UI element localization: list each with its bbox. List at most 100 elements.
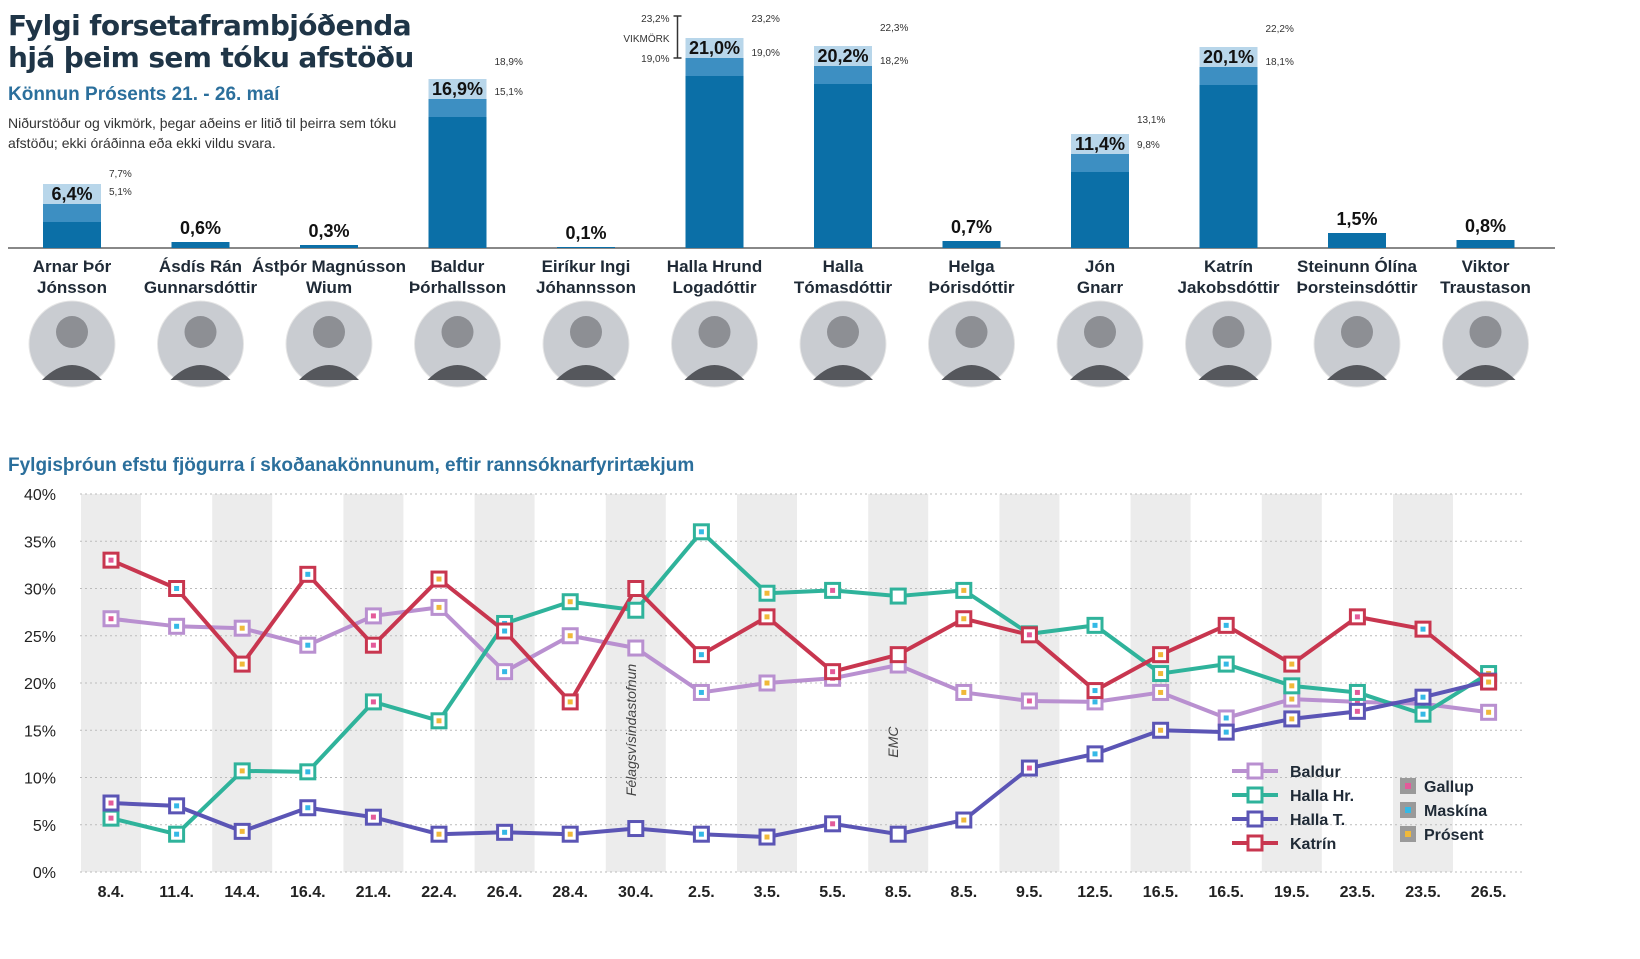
pollster-marker xyxy=(764,614,770,620)
pollster-marker xyxy=(1289,661,1295,667)
pollster-marker xyxy=(830,587,836,593)
pollster-marker xyxy=(108,616,114,622)
candidate-name: Katrín xyxy=(1204,257,1253,276)
candidate-name: Þórhallsson xyxy=(409,278,506,297)
pollster-marker xyxy=(1354,689,1360,695)
x-tick-label: 3.5. xyxy=(754,884,781,901)
bar-margin-band xyxy=(814,66,872,84)
x-tick-label: 9.5. xyxy=(1016,884,1043,901)
avatar-body xyxy=(1070,365,1130,380)
y-tick-label: 20% xyxy=(24,676,56,693)
data-point xyxy=(627,639,645,657)
pollster-annotation: Félagsvísindastofnun xyxy=(623,664,639,797)
bar-value-label: 0,6% xyxy=(180,218,221,238)
bar-value-label: 11,4% xyxy=(1075,134,1125,154)
pollster-marker xyxy=(174,803,180,809)
legend-label: Maskína xyxy=(1424,803,1487,820)
data-point xyxy=(889,646,907,664)
bar-margin-band xyxy=(1071,154,1129,172)
line-chart: 40% 35% 30% 25% 20% 15% 10% 5% 0% 8.4. 11.4. 14.4. 1… xyxy=(24,487,1522,901)
pollster-marker xyxy=(305,642,311,648)
pollster-marker xyxy=(961,689,967,695)
candidate-name: Jón xyxy=(1085,257,1115,276)
x-tick-label: 30.4. xyxy=(618,884,654,901)
candidate-name: Eiríkur Ingi xyxy=(542,257,631,276)
candidate-name: Logadóttir xyxy=(672,278,756,297)
legend-swatch-inner xyxy=(1405,831,1411,837)
avatar-head xyxy=(827,316,859,348)
bar xyxy=(1328,233,1386,248)
pollster-marker xyxy=(567,599,573,605)
avatar-body xyxy=(1198,365,1259,380)
background-stripe xyxy=(212,494,273,872)
pollster-annotation: EMC xyxy=(885,726,901,758)
pollster-marker xyxy=(1092,699,1098,705)
data-point xyxy=(889,587,907,605)
pollster-marker xyxy=(1026,765,1032,771)
pollster-marker xyxy=(1420,711,1426,717)
pollster-marker xyxy=(1026,698,1032,704)
x-tick-label: 23.5. xyxy=(1405,884,1441,901)
bar-value-label: 16,9% xyxy=(432,79,483,99)
candidate-name: Helga xyxy=(948,257,995,276)
chart-title: Fylgi forsetaframbjóðenda hjá þeim sem t… xyxy=(8,9,414,74)
avatar-body xyxy=(1455,365,1516,380)
x-tick-label: 16.5. xyxy=(1208,884,1244,901)
bar xyxy=(1456,240,1515,248)
bar-value-label: 0,8% xyxy=(1465,216,1506,236)
bar-value-label: 20,2% xyxy=(817,46,868,66)
legend-label: Halla Hr. xyxy=(1290,788,1354,805)
pollster-marker xyxy=(764,590,770,596)
x-tick-label: 5.5. xyxy=(819,884,846,901)
pollster-marker xyxy=(567,699,573,705)
pollster-marker xyxy=(502,628,508,634)
avatar-body xyxy=(684,365,745,380)
pollster-marker xyxy=(436,718,442,724)
bar-margin-band xyxy=(1199,67,1258,85)
pollster-marker xyxy=(1223,661,1229,667)
bar-value-label: 0,3% xyxy=(308,221,349,241)
pollster-marker xyxy=(370,699,376,705)
pollster-marker xyxy=(1092,688,1098,694)
x-tick-label: 21.4. xyxy=(356,884,392,901)
pollster-marker xyxy=(698,831,704,837)
avatar-body xyxy=(170,365,231,380)
avatar-head xyxy=(1084,316,1116,348)
pollster-marker xyxy=(1223,715,1229,721)
pollster-marker xyxy=(239,828,245,834)
pollster-marker xyxy=(698,529,704,535)
y-tick-label: 35% xyxy=(24,534,56,551)
candidate-name: Jónsson xyxy=(37,278,107,297)
pollster-marker xyxy=(830,669,836,675)
pollster-marker xyxy=(370,814,376,820)
avatar-head xyxy=(1341,316,1373,348)
bar-margin-band xyxy=(43,204,101,222)
y-tick-label: 30% xyxy=(24,582,56,599)
x-tick-label: 8.5. xyxy=(885,884,912,901)
candidate-name: Baldur xyxy=(431,257,485,276)
legend-marker xyxy=(1246,834,1264,852)
x-tick-label: 12.5. xyxy=(1077,884,1113,901)
margin-low-label: 19,0% xyxy=(641,54,669,65)
pollster-marker xyxy=(764,680,770,686)
y-tick-label: 5% xyxy=(33,818,56,835)
candidate-name: Viktor xyxy=(1462,257,1510,276)
x-tick-label: 26.4. xyxy=(487,884,523,901)
pollster-marker xyxy=(1289,683,1295,689)
candidate-name: Þorsteinsdóttir xyxy=(1297,278,1418,297)
pollster-marker xyxy=(305,571,311,577)
candidate-name: Jóhannsson xyxy=(536,278,636,297)
legend-label: Halla T. xyxy=(1290,812,1345,829)
pollster-marker xyxy=(698,652,704,658)
avatar-head xyxy=(184,316,217,348)
data-point xyxy=(627,820,645,838)
margin-high-label: 22,2% xyxy=(1266,24,1294,35)
margin-low-label: 15,1% xyxy=(495,87,523,98)
bar-value-label: 6,4% xyxy=(51,184,92,204)
series-line xyxy=(110,605,1489,720)
x-tick-label: 11.4. xyxy=(159,884,194,901)
pollster-marker xyxy=(1158,652,1164,658)
margin-high-label: 13,1% xyxy=(1137,115,1165,126)
pollster-marker xyxy=(1092,622,1098,628)
pollster-marker xyxy=(370,642,376,648)
